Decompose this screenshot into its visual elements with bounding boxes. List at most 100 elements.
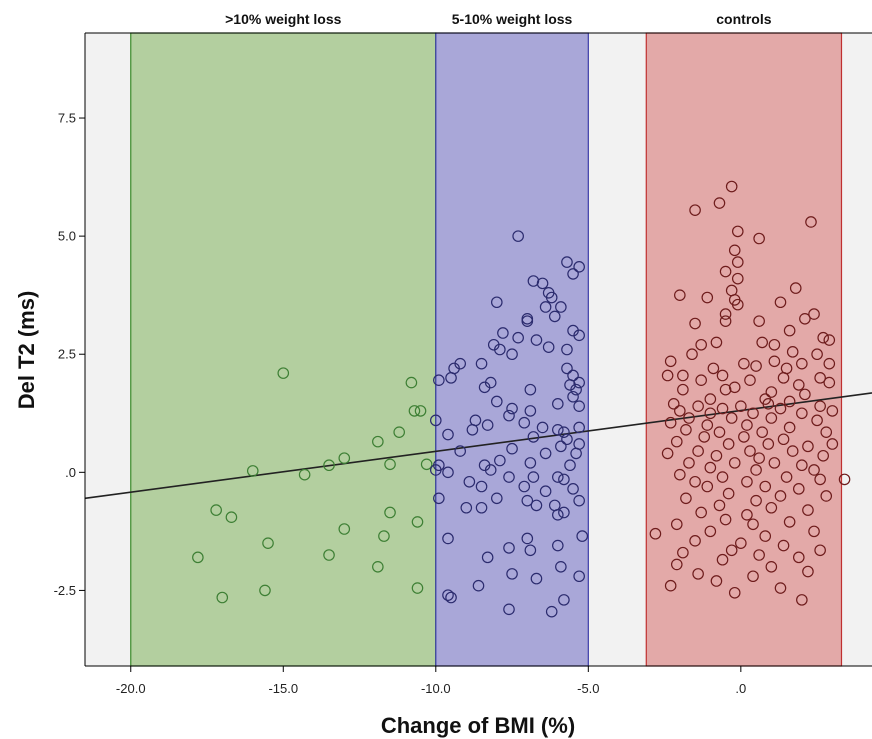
point-s1-61	[570, 447, 582, 460]
point-s0-11	[246, 465, 259, 477]
point-s2-12	[674, 289, 686, 301]
point-s2-91	[744, 445, 756, 457]
point-s2-82	[698, 431, 711, 443]
point-s1-87	[552, 509, 564, 521]
point-s1-22	[561, 343, 573, 356]
point-s2-18	[808, 308, 820, 320]
point-s2-150	[796, 594, 808, 606]
point-s2-106	[780, 471, 793, 483]
point-s1-79	[433, 492, 445, 505]
point-s1-11	[497, 327, 509, 339]
point-s2-107	[689, 475, 701, 488]
point-s1-83	[530, 499, 543, 512]
point-s1-89	[442, 532, 454, 545]
point-s2-29	[823, 334, 836, 346]
point-s1-50	[573, 421, 585, 434]
point-s2-51	[677, 383, 689, 396]
point-s1-96	[506, 568, 518, 580]
point-s1-47	[518, 416, 531, 429]
point-s1-92	[503, 542, 515, 554]
point-s2-27	[695, 338, 707, 351]
point-s1-40	[573, 400, 585, 412]
point-s2-108	[741, 475, 753, 488]
point-s2-85	[670, 435, 683, 448]
x-ticks: -20.0-15.0-10.0-5.0.05.0	[116, 666, 746, 696]
point-s2-117	[680, 492, 692, 505]
point-s2-6	[728, 244, 741, 257]
point-s2-48	[823, 376, 836, 389]
point-s1-54	[527, 431, 540, 443]
point-s2-60	[735, 400, 747, 412]
point-s0-21	[372, 560, 384, 573]
point-s2-41	[661, 369, 674, 382]
point-s2-126	[747, 518, 759, 531]
point-s1-90	[521, 532, 534, 545]
point-s2-138	[753, 549, 765, 561]
point-s2-33	[664, 355, 677, 368]
point-s2-101	[704, 461, 717, 474]
point-s1-86	[475, 501, 488, 514]
point-s1-7	[545, 291, 558, 304]
point-s2-81	[820, 426, 833, 438]
point-s2-61	[762, 398, 775, 410]
point-s2-109	[814, 473, 826, 486]
point-s2-147	[664, 579, 677, 592]
point-s1-48	[481, 419, 494, 431]
x-tick-label-2: -10.0	[421, 681, 451, 696]
point-s0-12	[210, 504, 222, 516]
point-s2-15	[774, 296, 787, 309]
point-s1-16	[512, 331, 524, 344]
x-tick-label-1: -15.0	[268, 681, 298, 696]
point-s2-24	[817, 331, 829, 344]
band-2	[645, 32, 843, 667]
point-s2-143	[802, 565, 814, 578]
point-s2-84	[777, 433, 790, 446]
x-tick-label-0: -20.0	[116, 681, 146, 696]
point-s0-23	[216, 591, 229, 604]
point-s2-71	[725, 412, 738, 424]
point-s1-49	[536, 421, 549, 434]
band-label-1: 5-10% weight loss	[452, 11, 573, 27]
point-s2-116	[820, 490, 833, 502]
point-s0-8	[384, 458, 396, 471]
point-s2-23	[783, 324, 796, 337]
point-s2-103	[808, 464, 820, 476]
point-s2-35	[768, 355, 781, 368]
point-s2-76	[741, 419, 753, 431]
point-s2-25	[710, 336, 723, 349]
y-tick-label-1: .0	[65, 465, 76, 480]
point-s2-20	[799, 312, 811, 325]
point-s0-17	[378, 530, 390, 542]
point-s2-145	[747, 570, 759, 583]
point-s1-71	[527, 471, 540, 483]
point-s2-4	[731, 225, 744, 238]
point-s2-38	[707, 362, 720, 375]
band-labels: >10% weight loss 5-10% weight loss control…	[225, 11, 772, 27]
data-points	[192, 180, 851, 618]
point-s2-78	[680, 424, 692, 436]
point-s1-13	[521, 315, 534, 327]
point-s1-76	[518, 480, 531, 493]
point-s2-67	[747, 407, 759, 420]
point-s1-37	[491, 395, 503, 408]
point-s0-18	[262, 537, 274, 549]
point-s1-29	[445, 372, 457, 384]
point-s1-21	[542, 341, 555, 353]
point-s2-124	[719, 513, 732, 526]
point-s2-127	[670, 518, 683, 531]
point-s0-4	[393, 426, 405, 438]
point-s0-0	[277, 367, 290, 379]
point-s1-73	[558, 473, 570, 486]
point-s1-46	[442, 428, 454, 441]
point-s2-115	[774, 490, 787, 502]
point-s2-140	[716, 553, 729, 566]
point-s2-96	[817, 449, 829, 462]
y-tick-label-4: 7.5	[58, 111, 76, 126]
point-s1-94	[552, 539, 564, 552]
point-s2-57	[783, 395, 796, 408]
y-ticks: -2.5 .0 2.5 5.0 7.5	[54, 111, 85, 598]
point-s1-59	[454, 445, 466, 457]
point-s2-39	[750, 360, 762, 372]
point-s1-18	[573, 329, 585, 342]
